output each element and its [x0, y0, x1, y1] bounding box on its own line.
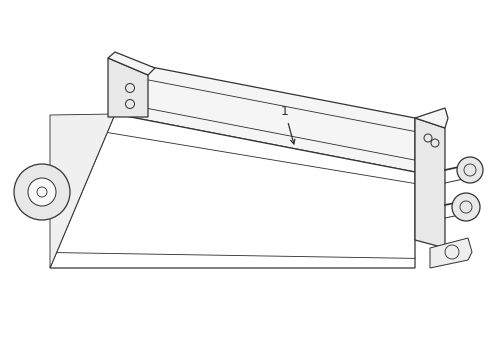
Polygon shape: [414, 118, 444, 248]
Polygon shape: [50, 114, 115, 268]
Polygon shape: [108, 52, 155, 75]
Circle shape: [14, 164, 70, 220]
Polygon shape: [414, 108, 447, 128]
Text: 1: 1: [281, 105, 294, 144]
Polygon shape: [115, 60, 414, 172]
Polygon shape: [429, 238, 471, 268]
Circle shape: [456, 157, 482, 183]
Circle shape: [451, 193, 479, 221]
Polygon shape: [108, 58, 148, 117]
Polygon shape: [50, 114, 414, 268]
Circle shape: [28, 178, 56, 206]
